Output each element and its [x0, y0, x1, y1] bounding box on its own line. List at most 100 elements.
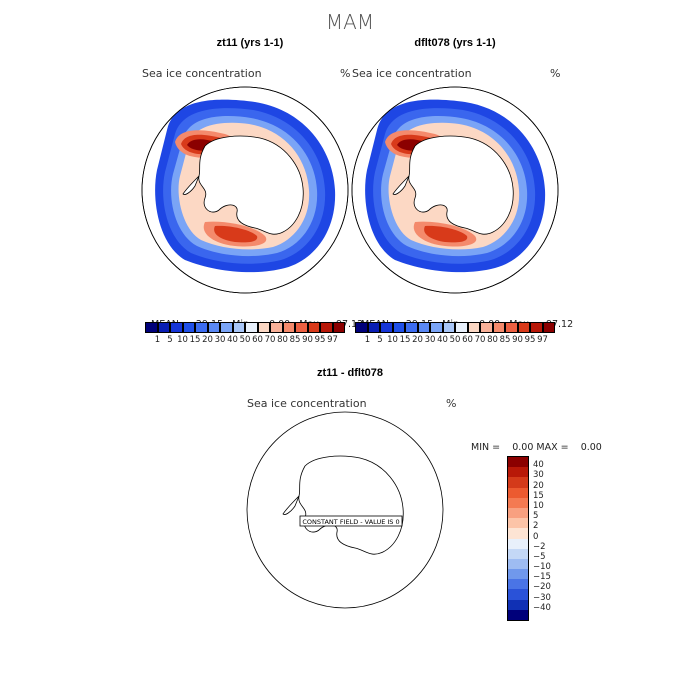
panel3-colorbar-swatch [508, 558, 528, 570]
panel2-colorbar-tick: 85 [499, 335, 511, 345]
panel3-variable-label: Sea ice concentration [247, 397, 367, 410]
panel3-colorbar-swatch [508, 467, 528, 478]
panel1-colorbar-swatch [282, 322, 295, 333]
panel2-variable-label: Sea ice concentration [352, 67, 472, 80]
panel2-colorbar-tick: 90 [512, 335, 523, 345]
panel3-map-frame [246, 411, 444, 609]
panel2-colorbar-swatch [505, 322, 518, 333]
panel2-colorbar-swatch [405, 322, 418, 333]
panel2-colorbar-swatch [367, 322, 380, 333]
panel3-colorbar-swatch [508, 528, 528, 539]
panel3-colorbar-swatch [508, 609, 528, 620]
panel3-colorbar-swatch [508, 507, 528, 519]
panel3-colorbar-tick: 0 [533, 531, 539, 542]
panel2-colorbar-tick: 97 [537, 335, 548, 345]
panel1-unit: % [340, 67, 351, 80]
panel3-annotation: CONSTANT FIELD - VALUE IS 0 [302, 518, 399, 526]
panel3-colorbar-tick: 2 [533, 521, 539, 532]
panel1-colorbar-swatch [320, 322, 333, 333]
panel3-colorbar-tick: 5 [533, 511, 539, 522]
panel2-colorbar-swatch [442, 322, 455, 333]
panel2-colorbar-tick: 1 [364, 335, 371, 345]
panel1-colorbar-swatch [182, 322, 195, 333]
panel1-colorbar-tick: 60 [252, 335, 263, 345]
panel1-colorbar-swatch [157, 322, 170, 333]
panel3-landmass [282, 455, 404, 555]
panel2-colorbar-swatch [392, 322, 405, 333]
panel3-colorbar-tick: −20 [533, 582, 551, 593]
panel1-colorbar-swatch [170, 322, 183, 333]
panel3-colorbar-ticks: 40 30 20 15 10 5 2 0 −2 −5 −10 −15 −20 −30 −40 [533, 456, 573, 621]
panel3-colorbar-swatch [508, 579, 528, 590]
panel1-colorbar [145, 322, 345, 333]
panel2-title: dflt078 (yrs 1-1) [414, 37, 496, 49]
panel3-colorbar-swatch [508, 487, 528, 498]
panel3-colorbar-tick: 40 [533, 460, 544, 471]
panel1-colorbar-tick: 85 [289, 335, 301, 345]
panel1-colorbar-tick: 40 [227, 335, 238, 345]
panel3-colorbar-swatch [508, 538, 528, 549]
panel2-colorbar-swatch [542, 322, 555, 333]
panel3-title: zt11 - dflt078 [316, 367, 384, 379]
panel3-colorbar-swatch [508, 589, 528, 600]
panel2-colorbar-tick: 10 [387, 335, 398, 345]
panel1-colorbar-swatch [295, 322, 308, 333]
panel1-max: 97.12 [335, 319, 364, 330]
panel2-colorbar-tick: 60 [462, 335, 473, 345]
panel1-colorbar-swatch [332, 322, 345, 333]
panel1-colorbar-tick: 15 [189, 335, 201, 345]
panel3-colorbar-tick: 20 [533, 480, 544, 491]
panel3-colorbar-tick: −40 [533, 602, 551, 613]
panel2-colorbar-ticks: 1 5 10 15 20 30 40 50 60 70 80 85 90 95 97 [355, 335, 555, 347]
panel3-colorbar-swatch [508, 548, 528, 559]
panel2-colorbar-swatch [455, 322, 468, 333]
panel2-colorbar-swatch [355, 322, 368, 333]
panel2-colorbar-tick: 30 [424, 335, 436, 345]
panel2-colorbar-swatch [517, 322, 530, 333]
panel1-title: zt11 (yrs 1-1) [216, 37, 284, 49]
panel1-colorbar-tick: 10 [177, 335, 188, 345]
panel2-colorbar-tick: 40 [437, 335, 448, 345]
panel2-colorbar [355, 322, 555, 333]
page-title: MAM [325, 10, 375, 34]
panel1-colorbar-tick: 90 [302, 335, 313, 345]
panel3-colorbar-tick: −15 [533, 572, 551, 583]
panel3-colorbar-tick: 15 [533, 490, 544, 501]
panel2-colorbar-swatch [380, 322, 393, 333]
panel1-colorbar-tick: 1 [154, 335, 161, 345]
panel1-colorbar-swatch [145, 322, 158, 333]
panel1-colorbar-tick: 95 [314, 335, 326, 345]
panel2-colorbar-tick: 50 [449, 335, 461, 345]
panel2-colorbar-tick: 70 [474, 335, 486, 345]
panel2-colorbar-tick: 95 [524, 335, 536, 345]
panel1-colorbar-swatch [232, 322, 245, 333]
panel2-colorbar-tick: 80 [487, 335, 498, 345]
panel1-colorbar-tick: 97 [327, 335, 338, 345]
panel3-colorbar-tick: −2 [533, 541, 546, 552]
panel2-max: 97.12 [545, 319, 574, 330]
panel2-colorbar-swatch [467, 322, 480, 333]
panel1-colorbar-ticks: 1 5 10 15 20 30 40 50 60 70 80 85 90 95 97 [145, 335, 345, 347]
panel1-colorbar-tick: 80 [277, 335, 288, 345]
panel3-colorbar-tick: 30 [533, 470, 544, 481]
panel2-colorbar-swatch [480, 322, 493, 333]
panel2-colorbar-tick: 5 [377, 335, 383, 345]
panel2-unit: % [550, 67, 561, 80]
panel3-colorbar-tick: −5 [533, 551, 546, 562]
panel3-max: 0.00 [580, 442, 602, 453]
panel2-colorbar-swatch [417, 322, 430, 333]
panel1-variable-label: Sea ice concentration [142, 67, 262, 80]
panel3-colorbar-swatch [508, 497, 528, 508]
panel3-stats: MIN = 0.00 MAX = 0.00 [465, 431, 602, 453]
panel3-min-label: MIN = [471, 442, 501, 453]
panel1-colorbar-tick: 70 [264, 335, 276, 345]
panel3-max-label: MAX = [536, 442, 569, 453]
panel3-colorbar-swatch [508, 518, 528, 529]
panel3-min: 0.00 [512, 442, 534, 453]
panel1-colorbar-swatch [307, 322, 320, 333]
panel3-annotation-box [299, 515, 403, 527]
panel1-colorbar-swatch [257, 322, 270, 333]
panel2-colorbar-swatch [492, 322, 505, 333]
panel2-colorbar-tick: 20 [412, 335, 423, 345]
